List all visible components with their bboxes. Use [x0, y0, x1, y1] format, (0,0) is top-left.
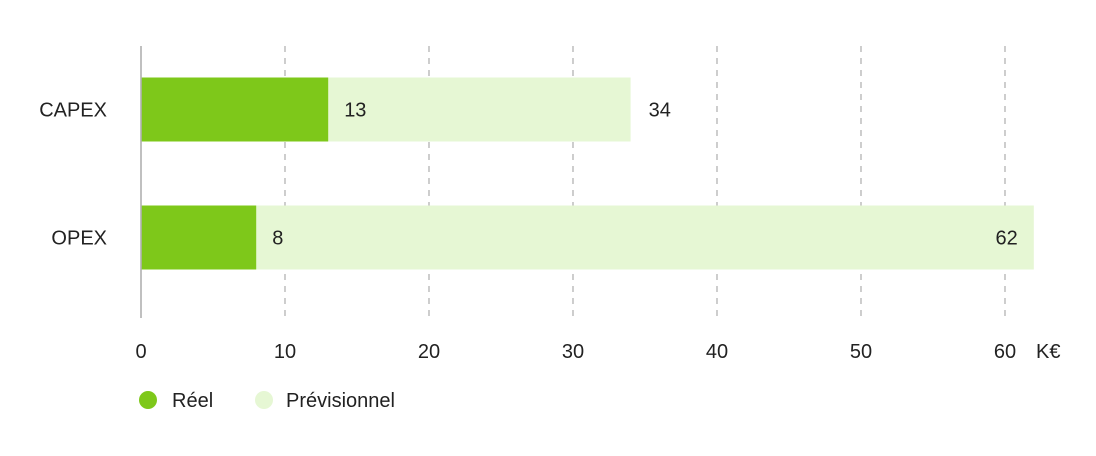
- labels: 0 10 20 30 40 50 60 CAPEX 13 34 OPEX 8 62: [39, 100, 1018, 364]
- x-tick-label-50: 50: [850, 341, 872, 363]
- bar-actual-opex[interactable]: [141, 205, 257, 270]
- legend-label-actual: Réel: [172, 390, 213, 412]
- data-label-forecast-opex: 62: [996, 228, 1018, 250]
- legend-label-forecast: Prévisionnel: [286, 390, 395, 412]
- x-tick-label-30: 30: [562, 341, 584, 363]
- data-label-forecast-capex: 34: [649, 100, 671, 122]
- legend[interactable]: Réel Prévisionnel: [139, 390, 395, 412]
- x-tick-label-20: 20: [418, 341, 440, 363]
- category-label-capex: CAPEX: [39, 100, 107, 122]
- bars: [141, 77, 1034, 270]
- data-label-actual-opex: 8: [272, 228, 283, 250]
- legend-swatch-forecast: [255, 391, 273, 409]
- data-label-actual-capex: 13: [344, 100, 366, 122]
- x-tick-label-60: 60: [994, 341, 1016, 363]
- grid-lines: [284, 46, 1006, 318]
- legend-swatch-actual: [139, 391, 157, 409]
- x-tick-label-40: 40: [706, 341, 728, 363]
- x-axis-unit-label: K€: [1036, 341, 1060, 363]
- bar-forecast-opex[interactable]: [141, 205, 1034, 270]
- x-tick-label-10: 10: [274, 341, 296, 363]
- category-label-opex: OPEX: [51, 228, 107, 250]
- bar-actual-capex[interactable]: [141, 77, 329, 142]
- x-tick-label-0: 0: [135, 341, 146, 363]
